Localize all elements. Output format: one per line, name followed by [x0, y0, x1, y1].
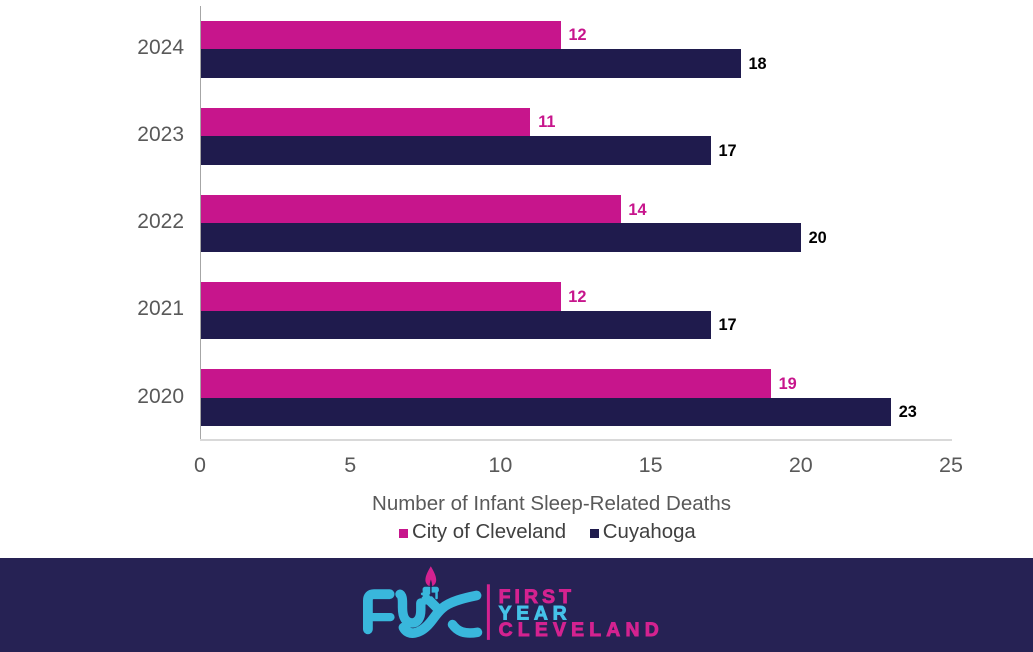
svg-text:FIRST: FIRST — [499, 586, 576, 608]
svg-text:YEAR: YEAR — [499, 603, 572, 625]
svg-text:CLEVELAND: CLEVELAND — [499, 619, 664, 641]
